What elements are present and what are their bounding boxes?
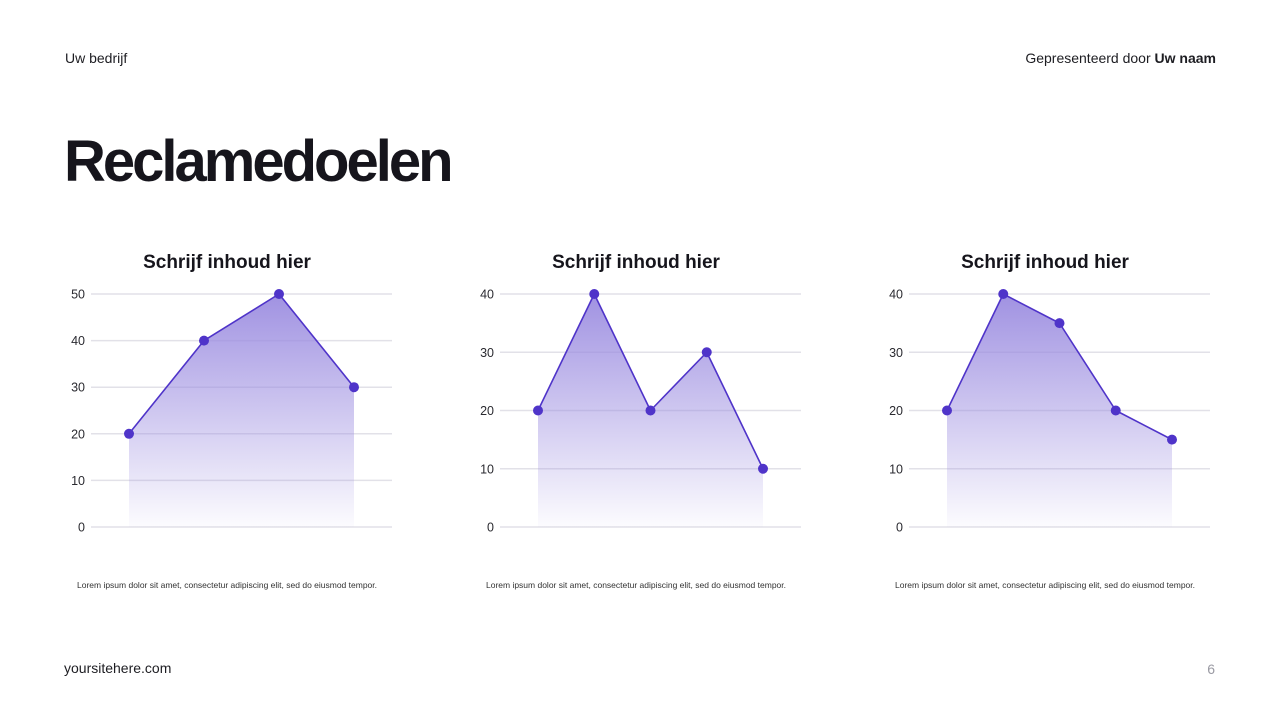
data-point — [645, 405, 656, 416]
data-point — [533, 405, 543, 416]
chart-title: Schrijf inhoud hier — [552, 252, 720, 273]
chart-2: Schrijf inhoud hier 0 10 20 30 40 Lorem ipsu… — [466, 250, 806, 600]
company-name: Uw bedrijf — [65, 50, 128, 66]
chart-title: Schrijf inhoud hier — [961, 252, 1129, 273]
data-point — [274, 289, 284, 299]
data-point — [124, 428, 134, 439]
y-tick-label: 10 — [480, 462, 494, 476]
y-tick-label: 50 — [71, 288, 85, 302]
y-tick-label: 30 — [889, 346, 903, 360]
data-point — [758, 463, 768, 474]
y-tick-label: 0 — [78, 521, 85, 535]
chart-3: Schrijf inhoud hier 0 10 20 30 40 Lorem ipsu… — [875, 250, 1215, 600]
chart-caption: Lorem ipsum dolor sit amet, consectetur … — [76, 580, 377, 590]
data-point — [1054, 318, 1065, 329]
page-title: Reclamedoelen — [64, 129, 454, 194]
y-tick-label: 20 — [71, 427, 85, 441]
data-point — [998, 289, 1009, 299]
y-tick-label: 40 — [889, 288, 903, 302]
data-point — [701, 347, 712, 358]
y-tick-label: 30 — [71, 381, 85, 395]
data-point — [942, 405, 952, 416]
presenter-name: Uw naam — [1154, 50, 1216, 66]
data-point — [199, 335, 209, 346]
area-chart-plot: 0 10 20 30 40 — [480, 288, 801, 535]
site-url: yoursitehere.com — [64, 660, 172, 676]
y-tick-label: 10 — [71, 474, 85, 488]
data-point — [349, 382, 359, 393]
data-point — [1167, 434, 1177, 445]
presenter-prefix: Gepresenteerd door — [1025, 50, 1151, 66]
area-chart-plot: 0 10 20 30 40 — [889, 288, 1210, 535]
y-tick-label: 0 — [896, 521, 903, 535]
chart-caption: Lorem ipsum dolor sit amet, consectetur … — [894, 580, 1195, 590]
y-tick-label: 20 — [889, 404, 903, 418]
y-tick-label: 10 — [889, 462, 903, 476]
data-point — [1110, 405, 1121, 416]
area-fill — [129, 294, 354, 527]
chart-title: Schrijf inhoud hier — [143, 252, 311, 273]
data-point — [589, 289, 600, 299]
y-tick-label: 20 — [480, 404, 494, 418]
y-tick-label: 30 — [480, 346, 494, 360]
area-chart-plot: 0 10 20 30 40 50 — [71, 288, 392, 535]
page-number: 6 — [1207, 661, 1215, 677]
y-tick-label: 40 — [71, 334, 85, 348]
chart-1: Schrijf inhoud hier 0 10 20 30 40 50 Lorem ip… — [57, 250, 397, 600]
presenter-line: Gepresenteerd door Uw naam — [1025, 50, 1216, 66]
area-fill — [947, 294, 1172, 527]
chart-caption: Lorem ipsum dolor sit amet, consectetur … — [485, 580, 786, 590]
series-line — [128, 293, 355, 435]
y-tick-label: 0 — [487, 521, 494, 535]
y-tick-label: 40 — [480, 288, 494, 302]
